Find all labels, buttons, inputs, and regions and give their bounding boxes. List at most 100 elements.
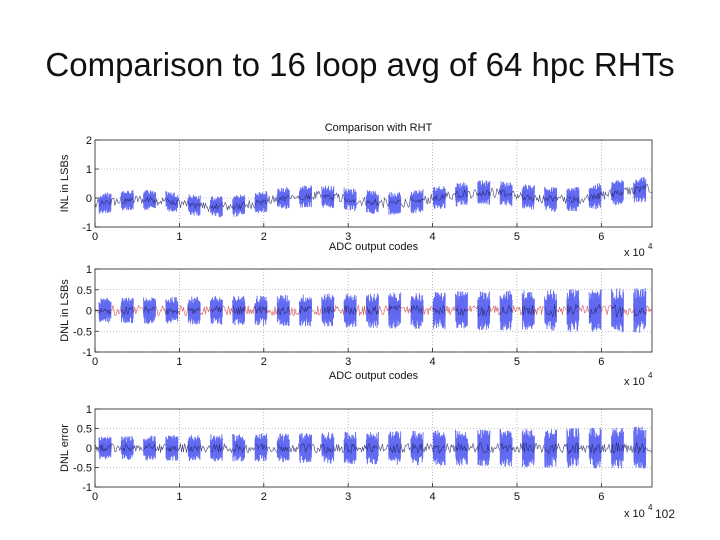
series-burst — [187, 296, 201, 325]
series-core — [143, 305, 156, 314]
x-axis-multiplier: x 10 — [624, 376, 645, 388]
series-core — [254, 442, 268, 450]
series-burst — [165, 191, 179, 212]
series-core — [210, 443, 223, 453]
series-core — [432, 304, 446, 316]
series-burst — [143, 435, 157, 461]
series-core — [343, 442, 357, 454]
series-core — [232, 305, 245, 315]
series-burst — [321, 293, 335, 327]
y-tick-label: -0.5 — [73, 326, 92, 338]
chart-title: Comparison with RHT — [325, 122, 433, 134]
series-core — [165, 445, 179, 453]
y-axis-label: INL in LSBs — [59, 154, 71, 212]
x-tick-label: 4 — [430, 231, 436, 243]
series-core — [388, 304, 401, 316]
slide-title: Comparison to 16 loop avg of 64 hpc RHTs — [45, 46, 675, 83]
series-burst — [611, 427, 624, 469]
series-burst — [276, 294, 290, 327]
series-core — [254, 305, 268, 314]
series-core — [477, 189, 491, 197]
series-burst — [633, 287, 647, 333]
series-burst — [98, 192, 112, 214]
x-tick-label: 3 — [345, 491, 351, 503]
series-core — [321, 444, 335, 454]
series-burst — [209, 434, 223, 462]
series-core — [432, 193, 446, 202]
x-axis-multiplier: x 10 — [624, 247, 645, 259]
series-burst — [232, 433, 246, 462]
y-tick-label: -1 — [82, 482, 92, 494]
y-tick-label: -0.5 — [73, 463, 92, 475]
series-core — [633, 184, 647, 194]
series-core — [566, 195, 580, 204]
series-burst — [165, 435, 179, 461]
series-core — [143, 443, 156, 452]
y-tick-label: 0.5 — [77, 424, 92, 436]
series-burst — [120, 436, 134, 461]
series-core — [544, 304, 557, 318]
series-burst — [343, 293, 357, 328]
chart-panel-2 — [94, 268, 653, 353]
series-burst — [365, 431, 379, 465]
x-tick-label: 2 — [261, 491, 267, 503]
series-core — [165, 198, 179, 206]
series-burst — [187, 434, 201, 462]
series-burst — [588, 427, 602, 469]
x-tick-label: 5 — [514, 491, 520, 503]
series-core — [588, 443, 602, 455]
series-burst — [276, 433, 290, 463]
series-burst — [633, 426, 647, 469]
series-burst — [254, 295, 268, 326]
y-tick-label: 2 — [86, 135, 92, 147]
x-axis-exponent: 4 — [648, 503, 653, 512]
series-core — [388, 199, 401, 206]
series-core — [388, 443, 401, 454]
x-tick-label: 3 — [345, 356, 351, 368]
series-core — [121, 196, 134, 204]
series-burst — [566, 428, 580, 468]
series-core — [299, 193, 312, 200]
y-axis-label: DNL in LSBs — [59, 279, 71, 342]
series-burst — [143, 189, 157, 210]
y-tick-label: -1 — [82, 347, 92, 359]
x-tick-label: 0 — [92, 231, 98, 243]
series-burst — [299, 294, 313, 327]
series-core — [589, 303, 602, 318]
series-burst — [455, 429, 468, 466]
slide-number: 102 — [655, 507, 676, 521]
axes-frame — [94, 139, 653, 228]
series-core — [477, 442, 490, 454]
series-burst — [388, 430, 402, 465]
series-core — [566, 304, 580, 316]
series-core — [121, 306, 134, 316]
series-core — [299, 443, 312, 454]
y-tick-label: 0 — [86, 443, 92, 455]
series-burst — [410, 293, 424, 330]
series-burst — [209, 196, 223, 218]
chart-panel-1 — [94, 139, 653, 228]
series-burst — [633, 177, 647, 203]
series-burst — [544, 186, 558, 212]
series-core — [455, 189, 468, 198]
x-tick-label: 6 — [598, 231, 604, 243]
series-core — [343, 305, 357, 316]
series-core — [366, 442, 379, 453]
series-burst — [276, 187, 290, 209]
series-core — [232, 202, 245, 210]
series-core — [299, 305, 312, 314]
series-core — [522, 304, 535, 317]
series-core — [432, 445, 446, 454]
x-axis-label: ADC output codes — [329, 370, 419, 382]
series-burst — [588, 289, 602, 332]
y-axis-label: DNL error — [59, 424, 71, 472]
y-tick-label: 0 — [86, 193, 92, 205]
series-core — [410, 304, 424, 315]
series-burst — [388, 191, 402, 215]
series-burst — [365, 293, 379, 328]
y-tick-label: 1 — [86, 264, 92, 276]
series-burst — [232, 295, 246, 326]
series-burst — [477, 291, 491, 331]
series-burst — [143, 297, 157, 324]
